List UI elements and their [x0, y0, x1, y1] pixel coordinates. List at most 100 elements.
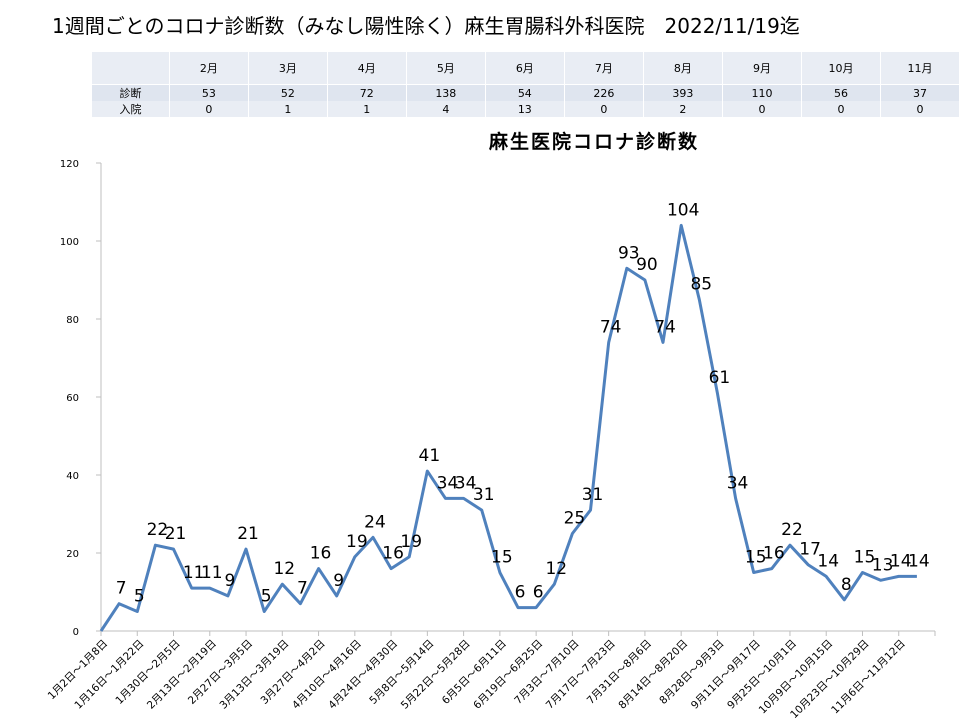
data-label: 104 [667, 200, 699, 220]
summary-month-header: 5月 [406, 52, 486, 85]
data-label: 16 [310, 544, 332, 564]
summary-cell: 54 [485, 84, 565, 101]
page-title: 1週間ごとのコロナ診断数（みなし陽性除く）麻生胃腸科外科医院 2022/11/1… [52, 14, 800, 38]
data-label: 11 [201, 563, 223, 583]
data-label: 19 [346, 532, 368, 552]
x-tick-label: 11月6日～11月12日 [829, 638, 908, 717]
x-tick-label: 1月2日～1月8日 [46, 638, 111, 703]
x-tick-label: 4月24日～4月30日 [326, 638, 400, 712]
data-label: 8 [841, 575, 852, 595]
data-label: 14 [817, 551, 839, 571]
x-tick-label: 2月13日～2月19日 [145, 638, 219, 712]
summary-cell: 52 [248, 84, 328, 101]
y-tick-label: 0 [73, 627, 79, 638]
x-tick-label: 3月13日～3月19日 [217, 638, 291, 712]
data-label: 21 [165, 524, 187, 544]
data-label: 6 [515, 583, 526, 603]
x-tick-label: 7月17日～7月23日 [544, 638, 618, 712]
data-label: 61 [709, 368, 731, 388]
summary-cell: 4 [406, 101, 486, 117]
x-tick-label: 1月16日～1月22日 [72, 638, 146, 712]
x-tick-label: 2月27日～3月5日 [186, 638, 255, 707]
x-tick-label: 3月27日～4月2日 [258, 638, 327, 707]
data-label: 12 [545, 559, 567, 579]
summary-cell: 37 [880, 84, 960, 101]
data-label: 19 [400, 532, 422, 552]
data-label: 11 [183, 563, 205, 583]
summary-cell: 393 [643, 84, 723, 101]
summary-month-header: 6月 [485, 52, 565, 85]
data-label: 15 [491, 548, 513, 568]
data-label: 16 [763, 544, 785, 564]
summary-cell: 53 [169, 84, 249, 101]
y-tick-label: 20 [66, 549, 79, 560]
summary-row-label: 診断 [92, 84, 170, 101]
summary-month-header: 7月 [564, 52, 644, 85]
y-tick-label: 120 [60, 159, 79, 170]
data-label: 34 [437, 473, 459, 493]
data-label: 15 [854, 548, 876, 568]
data-label: 25 [564, 509, 586, 529]
summary-cell: 0 [880, 101, 960, 117]
x-tick-label: 7月31日～8月6日 [585, 638, 654, 707]
summary-cell: 0 [169, 101, 249, 117]
data-label: 12 [273, 559, 295, 579]
data-label: 7 [116, 579, 127, 599]
x-tick-label: 5月22日～5月28日 [399, 638, 473, 712]
summary-cell: 2 [643, 101, 723, 117]
data-label: 6 [533, 583, 544, 603]
summary-month-header: 2月 [169, 52, 249, 85]
data-label: 74 [600, 317, 622, 337]
summary-row-label: 入院 [92, 101, 170, 117]
y-tick-label: 100 [60, 237, 79, 248]
data-label: 16 [382, 544, 404, 564]
x-tick-label: 9月25日～10月1日 [725, 638, 799, 712]
series-line [99, 223, 917, 632]
summary-header-row: 2月 3月 4月 5月 6月 7月 8月 9月 10月 11月 [92, 52, 960, 85]
summary-row-hospitalized: 入院 0 1 1 4 13 0 2 0 0 0 [92, 101, 960, 117]
data-label: 9 [333, 571, 344, 591]
summary-corner-cell [92, 52, 170, 85]
data-label: 34 [455, 473, 477, 493]
data-label: 5 [134, 587, 145, 607]
x-tick-label: 8月14日～8月20日 [616, 638, 690, 712]
data-label: 15 [745, 548, 767, 568]
data-label: 7 [297, 579, 308, 599]
summary-cell: 0 [722, 101, 802, 117]
data-label: 74 [654, 317, 676, 337]
summary-cell: 1 [327, 101, 407, 117]
summary-month-header: 9月 [722, 52, 802, 85]
x-tick-label: 8月28日～9月3日 [657, 638, 726, 707]
x-tick-label: 9月11日～9月17日 [689, 638, 763, 712]
x-tick-label: 6月19日～6月25日 [471, 638, 545, 712]
x-tick-label: 1月30日～2月5日 [113, 638, 182, 707]
data-label: 24 [364, 512, 386, 532]
data-label: 13 [872, 555, 894, 575]
data-label: 31 [582, 485, 604, 505]
summary-cell: 138 [406, 84, 486, 101]
y-tick-label: 40 [66, 471, 79, 482]
summary-month-header: 3月 [248, 52, 328, 85]
y-tick-label: 60 [66, 393, 79, 404]
chart-title: 麻生医院コロナ診断数 [488, 130, 699, 153]
x-tick-label: 4月10日～4月16日 [290, 638, 364, 712]
summary-table: 2月 3月 4月 5月 6月 7月 8月 9月 10月 11月 診断 53 52 72 138 54 226… [92, 52, 960, 117]
data-label: 14 [890, 551, 912, 571]
summary-cell: 56 [801, 84, 881, 101]
data-label: 21 [237, 524, 259, 544]
summary-month-header: 10月 [801, 52, 881, 85]
data-label: 34 [727, 473, 749, 493]
data-label: 85 [690, 275, 712, 295]
x-tick-label: 6月5日～6月11日 [440, 638, 509, 707]
summary-month-header: 11月 [880, 52, 960, 85]
data-label: 9 [224, 571, 235, 591]
data-label: 17 [799, 540, 821, 560]
summary-cell: 110 [722, 84, 802, 101]
summary-cell: 0 [801, 101, 881, 117]
y-tick-label: 80 [66, 315, 79, 326]
summary-cell: 0 [564, 101, 644, 117]
data-label: 22 [147, 520, 169, 540]
summary-cell: 72 [327, 84, 407, 101]
data-label: 90 [636, 255, 658, 275]
